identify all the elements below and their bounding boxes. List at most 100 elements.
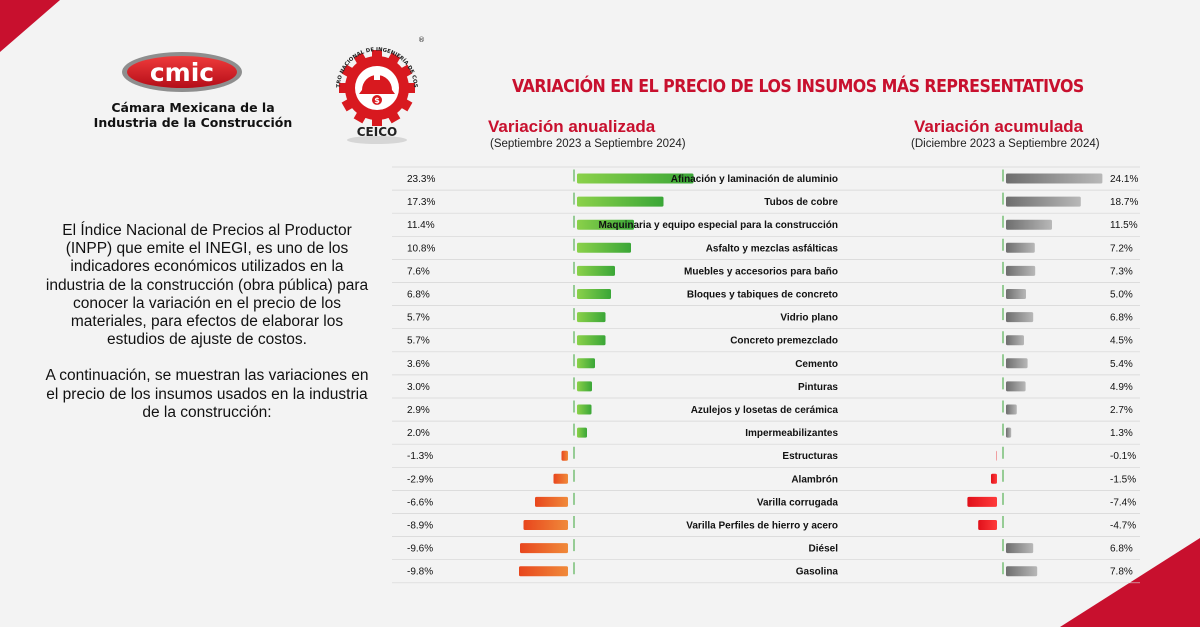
annual-bar (577, 381, 592, 392)
cumulative-bar (978, 520, 997, 530)
category-label: Maquinaria y equipo especial para la con… (598, 220, 838, 231)
svg-text:®: ® (418, 36, 425, 44)
cmic-name: Cámara Mexicana de la Industria de la Co… (88, 100, 298, 130)
description-paragraph-2: A continuación, se muestran las variacio… (45, 367, 369, 421)
annual-value-label: 11.4% (407, 220, 435, 231)
cumulative-bar (1006, 566, 1038, 577)
cumulative-value-label: 5.0% (1110, 290, 1133, 301)
svg-text:CEICO: CEICO (357, 125, 397, 139)
cumulative-value-label: 5.4% (1110, 359, 1133, 370)
annual-value-label: -9.6% (407, 544, 433, 555)
category-label: Varilla Perfiles de hierro y acero (686, 521, 838, 532)
cumulative-bar (1006, 173, 1103, 184)
annual-value-label: -2.9% (407, 474, 433, 485)
svg-text:$: $ (374, 96, 380, 105)
cumulative-value-label: 24.1% (1110, 174, 1138, 185)
cumulative-value-label: 7.8% (1110, 567, 1133, 578)
cmic-logo: cmic (122, 52, 242, 92)
annual-bar (553, 473, 568, 484)
annual-value-label: 2.0% (407, 428, 430, 439)
cumulative-bar (967, 496, 997, 507)
cumulative-value-label: 6.8% (1110, 544, 1133, 555)
category-label: Afinación y laminación de aluminio (671, 174, 838, 185)
category-label: Pinturas (798, 382, 838, 393)
cmic-name-line1: Cámara Mexicana de la (111, 100, 275, 115)
category-label: Estructuras (782, 451, 838, 462)
helmet-icon (359, 75, 395, 94)
category-label: Diésel (809, 544, 839, 555)
annual-bar (520, 543, 568, 554)
cumulative-bar (1006, 289, 1026, 299)
cumulative-section-period: (Diciembre 2023 a Septiembre 2024) (911, 138, 1100, 150)
annual-section-title: Variación anualizada (488, 117, 656, 136)
annual-bar (577, 173, 694, 184)
category-label: Asfalto y mezclas asfálticas (706, 243, 839, 254)
annual-value-label: -9.8% (407, 567, 433, 578)
cumulative-value-label: 7.3% (1110, 266, 1133, 277)
annual-bar (577, 427, 587, 438)
annual-value-label: -6.6% (407, 497, 433, 508)
annual-bar (519, 566, 568, 577)
annual-bar (561, 450, 568, 461)
annual-value-label: 17.3% (407, 197, 435, 208)
annual-value-label: 5.7% (407, 336, 430, 347)
cumulative-section-title: Variación acumulada (914, 117, 1084, 136)
category-label: Bloques y tabiques de concreto (687, 290, 838, 301)
cumulative-bar (1006, 196, 1081, 207)
cumulative-value-label: 4.5% (1110, 336, 1133, 347)
cumulative-bar (1006, 242, 1035, 253)
category-label: Vidrio plano (780, 313, 838, 324)
category-label: Muebles y accesorios para baño (684, 266, 838, 277)
category-label: Cemento (795, 359, 838, 370)
cumulative-bar (1006, 381, 1026, 392)
ceico-logo: $ CENTRO NACIONAL DE INGENIERÍA DE COSTO… (322, 28, 425, 144)
annual-bar (577, 242, 631, 253)
category-label: Varilla corrugada (757, 497, 839, 508)
category-label: Azulejos y losetas de cerámica (691, 405, 839, 416)
cumulative-bar (1006, 265, 1036, 276)
annual-value-label: 6.8% (407, 290, 430, 301)
cumulative-value-label: 2.7% (1110, 405, 1133, 416)
category-label: Gasolina (796, 567, 839, 578)
cmic-name-line2: Industria de la Construcción (93, 115, 293, 130)
annual-bar (535, 496, 568, 507)
annual-value-label: 23.3% (407, 174, 435, 185)
cumulative-value-label: 6.8% (1110, 313, 1133, 324)
annual-value-label: 7.6% (407, 266, 430, 277)
annual-bar (577, 404, 592, 415)
annual-value-label: 2.9% (407, 405, 430, 416)
annual-value-label: 3.0% (407, 382, 430, 393)
annual-value-label: 10.8% (407, 243, 435, 254)
description-paragraph-1: El Índice Nacional de Precios al Product… (45, 222, 369, 349)
annual-value-label: -8.9% (407, 521, 433, 532)
annual-bar (577, 265, 615, 276)
annual-bar (577, 219, 634, 230)
cumulative-bar (1006, 358, 1028, 369)
annual-bar (577, 312, 606, 323)
annual-section-period: (Septiembre 2023 a Septiembre 2024) (490, 138, 686, 150)
cumulative-value-label: -0.1% (1110, 451, 1136, 462)
cumulative-value-label: 11.5% (1110, 220, 1138, 231)
cumulative-bar (991, 473, 997, 484)
cumulative-bar (1006, 219, 1052, 230)
cumulative-value-label: 1.3% (1110, 428, 1133, 439)
svg-text:cmic: cmic (150, 58, 214, 87)
annual-value-label: -1.3% (407, 451, 433, 462)
cumulative-bar (1006, 312, 1034, 323)
cumulative-value-label: -1.5% (1110, 474, 1136, 485)
category-label: Alambrón (791, 474, 838, 485)
cumulative-bar (1006, 427, 1012, 438)
annual-bar (577, 358, 595, 369)
cumulative-value-label: 18.7% (1110, 197, 1138, 208)
inpp-description: El Índice Nacional de Precios al Product… (42, 222, 372, 440)
annual-value-label: 3.6% (407, 359, 430, 370)
annual-bar (577, 289, 611, 299)
annual-value-label: 5.7% (407, 313, 430, 324)
annual-bar (577, 196, 664, 207)
corner-decoration-top-left (0, 0, 60, 52)
cumulative-value-label: -4.7% (1110, 521, 1136, 532)
cumulative-value-label: 4.9% (1110, 382, 1133, 393)
chart-main-title: VARIACIÓN EN EL PRECIO DE LOS INSUMOS MÁ… (512, 76, 1084, 97)
cumulative-value-label: -7.4% (1110, 497, 1136, 508)
